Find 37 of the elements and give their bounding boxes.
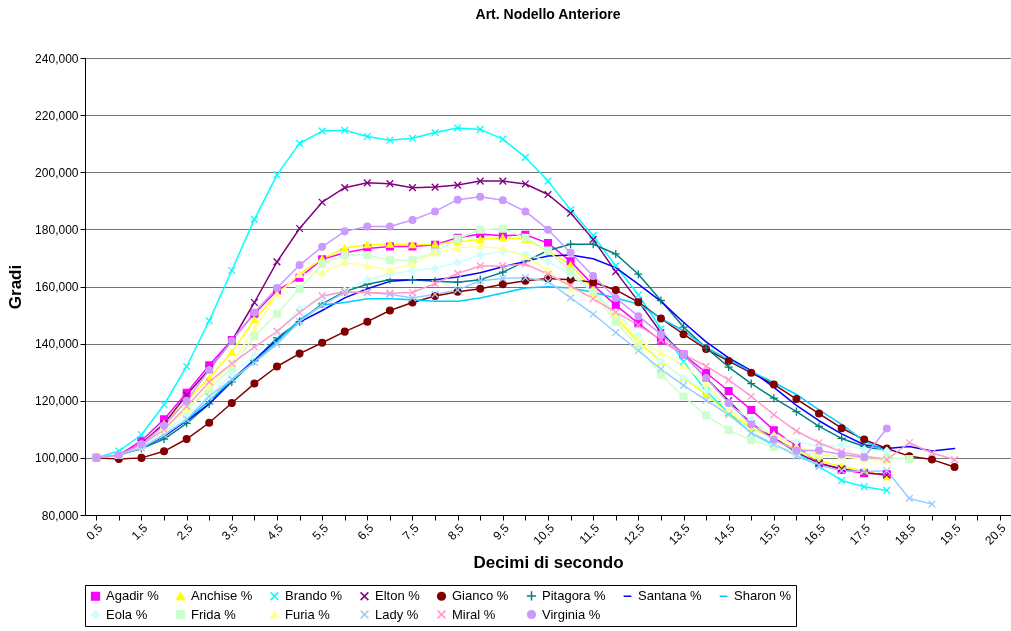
legend-label: Sharon % <box>734 588 792 604</box>
y-tick-label: 200,000 <box>35 165 79 180</box>
legend-label: Brando % <box>285 588 343 604</box>
legend-label: Eola % <box>106 606 148 622</box>
y-axis-title: Gradi <box>6 264 26 310</box>
x-tick-label: 7,5 <box>399 520 422 543</box>
legend-label: Virginia % <box>542 606 601 622</box>
legend-label: Furia % <box>285 606 331 622</box>
x-tick-label: 8,5 <box>444 520 467 543</box>
y-tick-label: 220,000 <box>35 108 79 123</box>
x-tick-label: 3,5 <box>219 520 242 543</box>
legend-label: Frida % <box>191 606 237 622</box>
x-tick-label: 11,5 <box>576 520 603 547</box>
y-tick-label: 80,000 <box>41 508 79 523</box>
legend-label: Miral % <box>452 606 496 622</box>
legend-label: Gianco % <box>452 588 509 604</box>
x-tick-label: 1,5 <box>128 520 151 543</box>
legend-label: Lady % <box>375 606 419 622</box>
y-tick-label: 120,000 <box>35 394 79 409</box>
y-tick-label: 180,000 <box>35 222 79 237</box>
y-tick-label: 240,000 <box>35 51 79 66</box>
x-tick-label: 4,5 <box>264 520 287 543</box>
x-tick-label: 6,5 <box>354 520 377 543</box>
x-tick-label: 9,5 <box>490 520 513 543</box>
x-tick-label: 0,5 <box>83 520 106 543</box>
y-tick-label: 100,000 <box>35 451 79 466</box>
legend-label: Pitagora % <box>542 587 607 603</box>
legend-label: Santana % <box>638 588 703 604</box>
chart-title: Art. Nodello Anteriore <box>475 6 621 22</box>
x-tick-label: 2,5 <box>173 520 196 543</box>
y-tick-label: 140,000 <box>35 337 79 352</box>
legend-label: Anchise % <box>191 588 253 604</box>
legend-label: Elton % <box>375 588 421 604</box>
x-tick-label: 5,5 <box>309 520 332 543</box>
legend-label: Agadir % <box>106 588 160 604</box>
y-tick-label: 160,000 <box>35 280 79 294</box>
x-axis-title: Decimi di secondo <box>473 552 624 572</box>
